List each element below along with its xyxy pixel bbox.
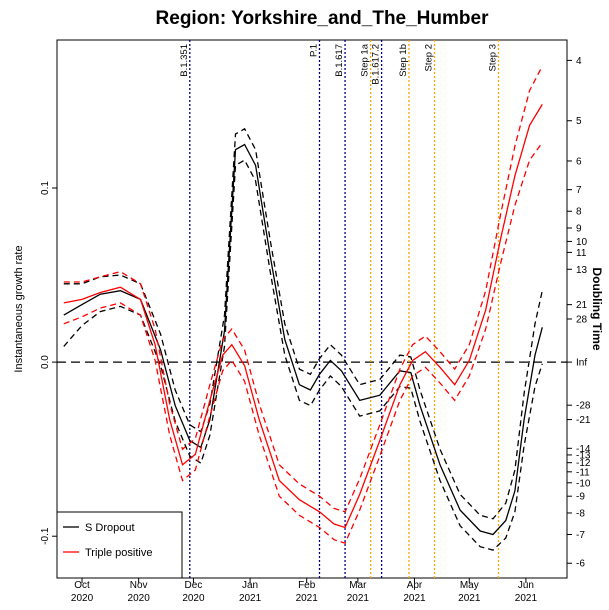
ci-lower bbox=[63, 142, 543, 544]
y2-axis-label: Doubling Time bbox=[590, 267, 604, 350]
legend-label: Triple positive bbox=[85, 547, 152, 559]
y2-tick-label: 11 bbox=[576, 248, 587, 259]
y2-tick-label: -11 bbox=[576, 467, 590, 478]
y2-tick-label: 4 bbox=[576, 56, 582, 67]
y2-tick-label: 5 bbox=[576, 116, 582, 127]
y-tick-label: 0.0 bbox=[40, 355, 51, 369]
y-axis-label: Instantaneous growth rate bbox=[13, 245, 25, 372]
event-label: Step 1b bbox=[398, 44, 409, 77]
y2-tick-label: 10 bbox=[576, 237, 588, 248]
event-label: Step 3 bbox=[488, 44, 499, 71]
x-tick-label: Feb 2021 bbox=[296, 580, 319, 604]
y2-tick-label: -7 bbox=[576, 530, 585, 541]
x-tick-label: Jun 2021 bbox=[515, 580, 538, 604]
y2-tick-label: 8 bbox=[576, 207, 582, 218]
legend-box bbox=[56, 511, 183, 579]
event-label: B.1.351 bbox=[179, 44, 190, 77]
x-tick-label: Nov 2020 bbox=[128, 580, 151, 604]
y2-tick-label: -9 bbox=[576, 492, 585, 503]
plot-frame bbox=[56, 39, 568, 579]
y2-tick-label: 28 bbox=[576, 315, 588, 326]
chart-title: Region: Yorkshire_and_The_Humber bbox=[156, 8, 490, 29]
y2-tick-label: 13 bbox=[576, 265, 588, 276]
legend-label: S Dropout bbox=[85, 522, 135, 534]
y2-tick-label: -21 bbox=[576, 415, 591, 426]
y2-tick-label: -6 bbox=[576, 559, 585, 570]
x-tick-label: Mar 2021 bbox=[347, 580, 370, 604]
x-tick-label: Dec 2020 bbox=[182, 580, 205, 604]
y2-tick-label: 21 bbox=[576, 300, 588, 311]
y2-tick-label: 6 bbox=[576, 156, 582, 167]
event-label: P.1 bbox=[308, 44, 319, 57]
y2-tick-label: -12 bbox=[576, 458, 591, 469]
ci-upper bbox=[63, 65, 543, 513]
x-tick-label: Jan 2021 bbox=[239, 580, 262, 604]
event-label: B.1.617 bbox=[334, 44, 345, 77]
ci-upper bbox=[63, 127, 543, 520]
y-tick-label: -0.1 bbox=[40, 527, 51, 545]
y2-tick-label: 9 bbox=[576, 224, 582, 235]
event-label: Step 1a bbox=[360, 43, 371, 76]
series-line bbox=[63, 104, 543, 529]
x-tick-label: Oct 2020 bbox=[71, 580, 94, 604]
x-tick-label: Apr 2021 bbox=[403, 580, 426, 604]
y2-tick-label: -14 bbox=[576, 444, 591, 455]
event-label: B.1.617.2 bbox=[371, 44, 382, 85]
event-label: Step 2 bbox=[424, 44, 435, 71]
y2-tick-label: Inf bbox=[576, 358, 587, 369]
y2-tick-label: -28 bbox=[576, 401, 591, 412]
y-tick-label: 0.1 bbox=[40, 181, 51, 195]
y2-tick-label: -13 bbox=[576, 450, 591, 461]
x-tick-label: May 2021 bbox=[458, 580, 481, 604]
series-line bbox=[63, 143, 543, 536]
y2-tick-label: -8 bbox=[576, 508, 585, 519]
y2-tick-label: -10 bbox=[576, 478, 591, 489]
y2-tick-label: 7 bbox=[576, 185, 582, 196]
